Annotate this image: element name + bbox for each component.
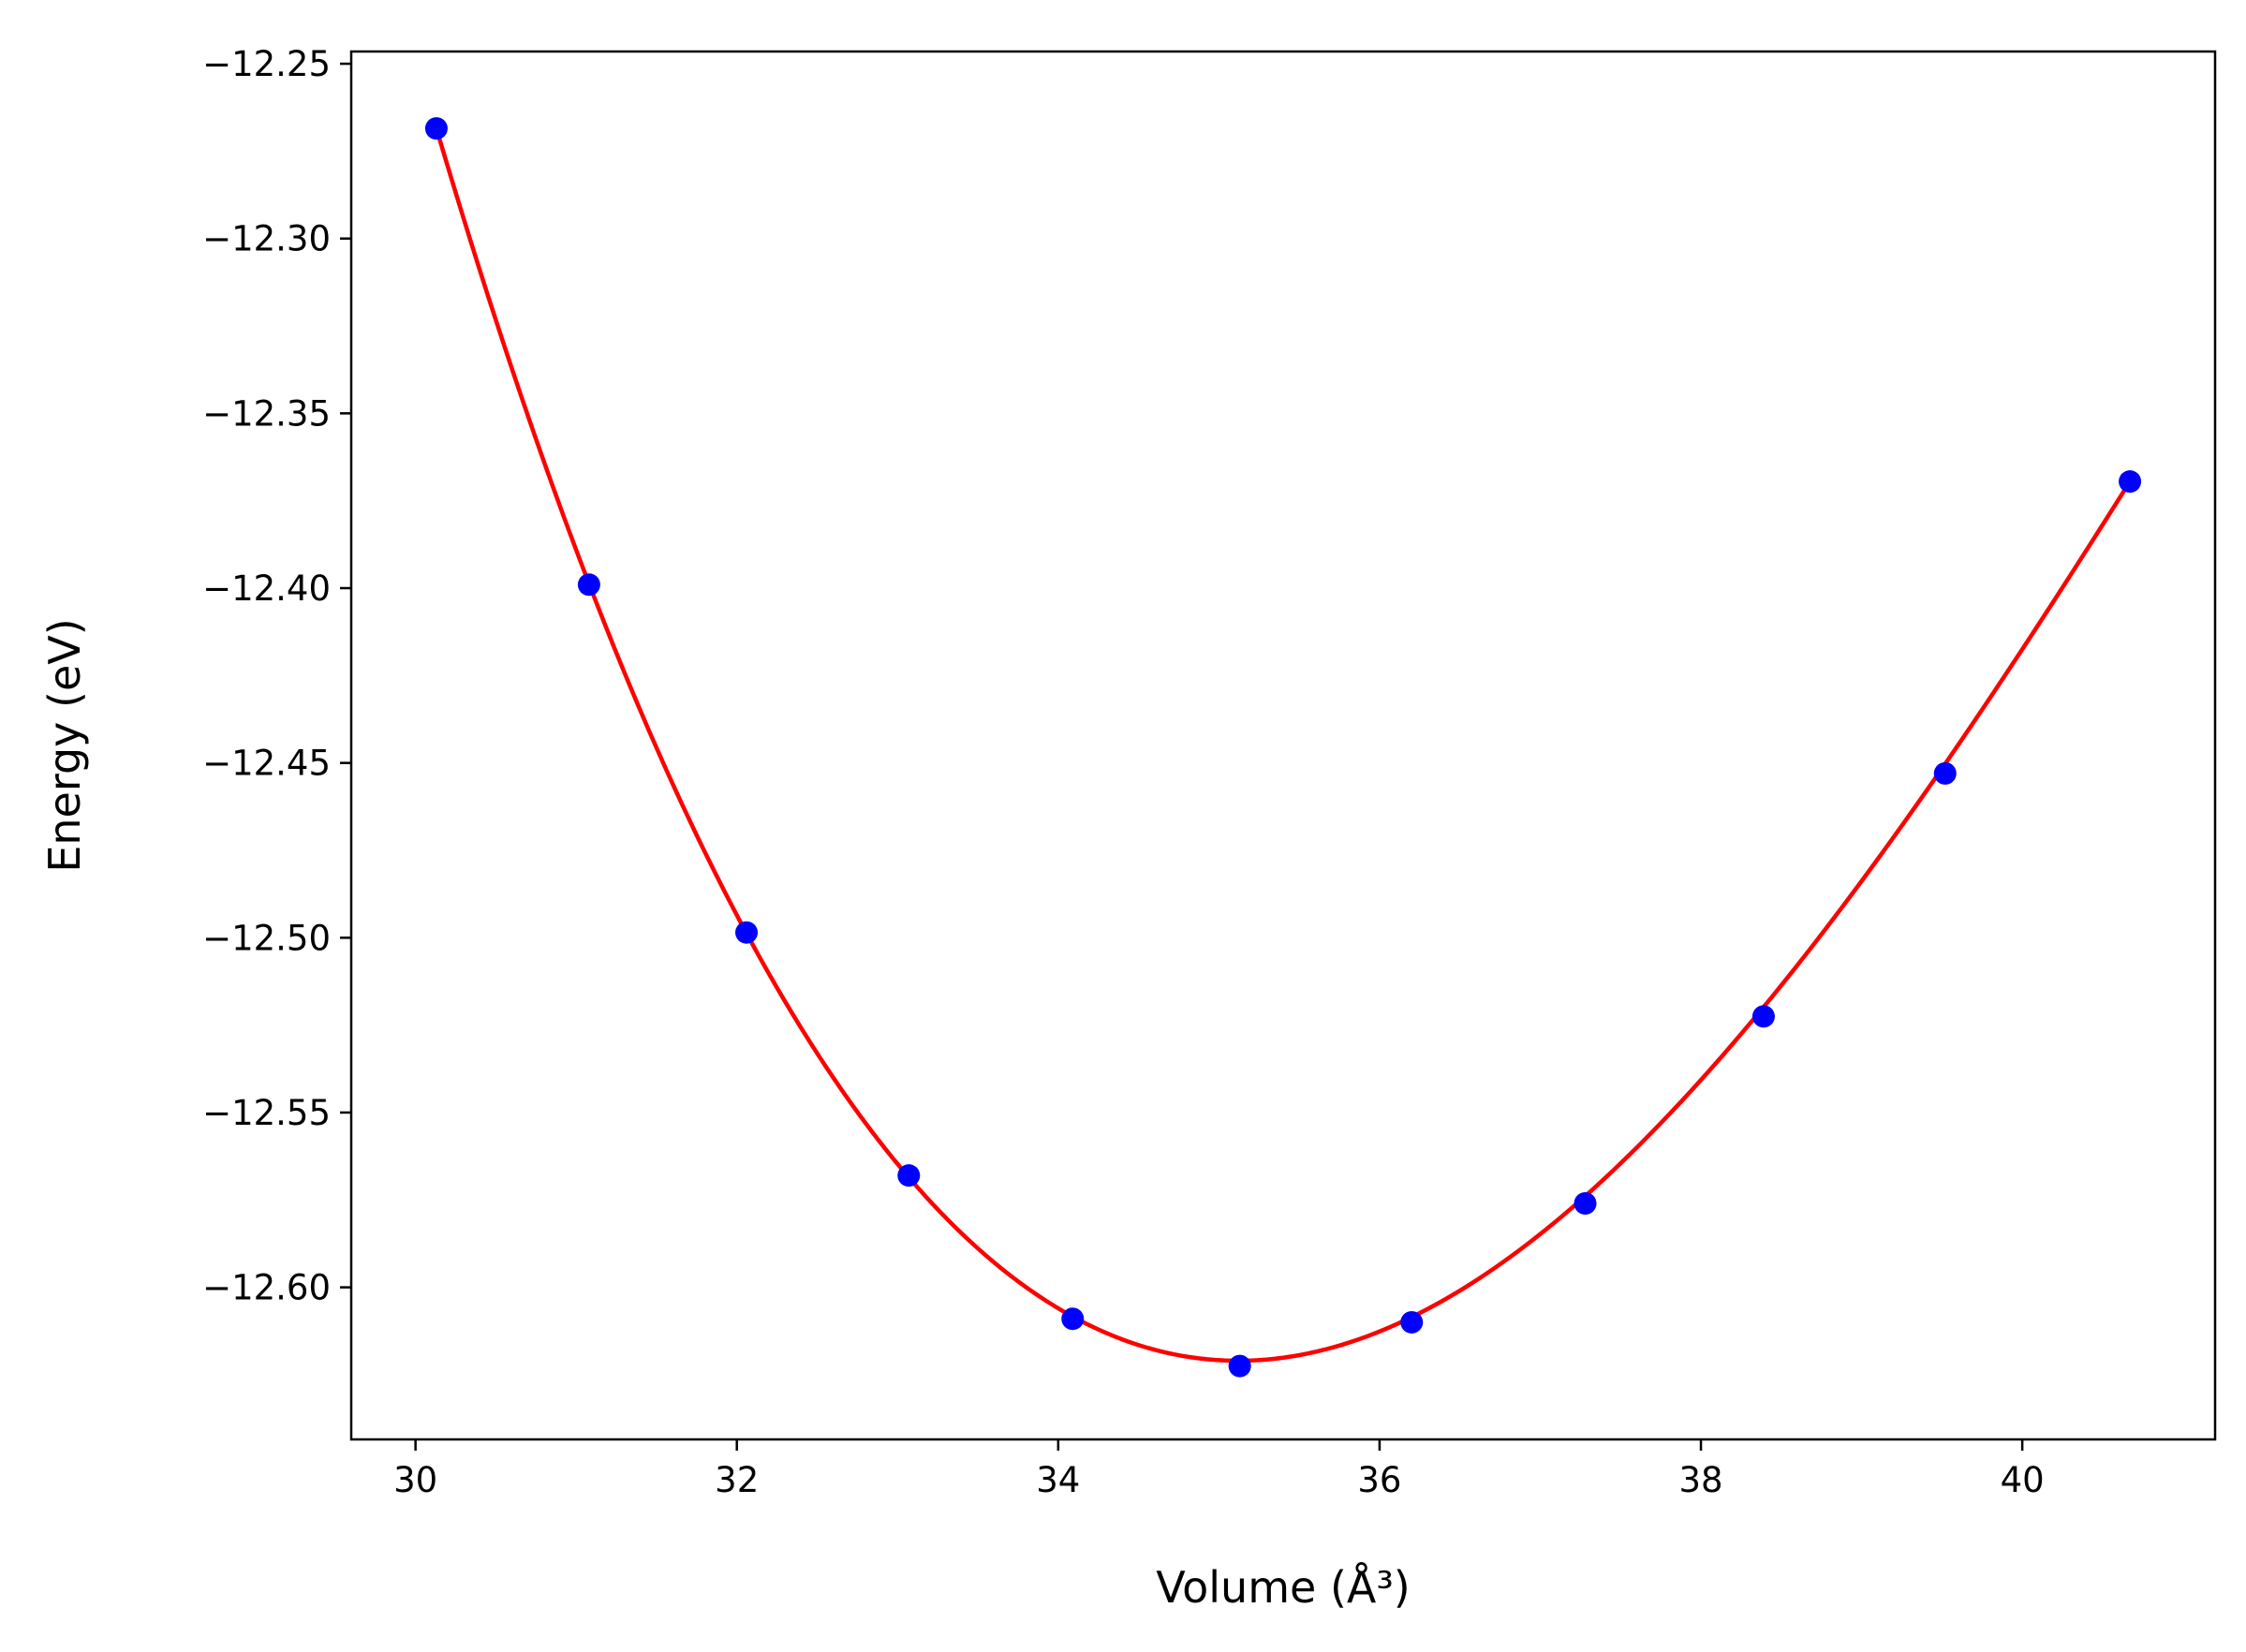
data-point	[897, 1164, 921, 1187]
y-tick-label: −12.40	[202, 568, 331, 609]
x-tick-label: 32	[715, 1460, 759, 1500]
data-points-layer	[424, 117, 2142, 1378]
y-tick-label: −12.45	[202, 744, 331, 784]
x-tick-label: 36	[1357, 1460, 1401, 1500]
data-point	[1751, 1005, 1775, 1028]
data-point	[1061, 1307, 1085, 1331]
data-point	[1228, 1354, 1251, 1378]
data-point	[577, 573, 600, 597]
x-tick-label: 34	[1036, 1460, 1080, 1500]
x-tick-label: 30	[393, 1460, 437, 1500]
fit-curve-layer	[434, 127, 2132, 1364]
y-ticks: −12.25 −12.30 −12.35 −12.40 −12.45 −12.50 −12.…	[202, 44, 351, 1308]
axes-frame	[349, 50, 2217, 1441]
fit-curve-line	[434, 127, 2132, 1364]
y-tick-label: −12.55	[202, 1093, 331, 1133]
x-tick-label: 38	[1678, 1460, 1722, 1500]
y-tick-label: −12.30	[202, 219, 331, 259]
y-tick-label: −12.60	[202, 1268, 331, 1308]
y-tick-label: −12.35	[202, 393, 331, 434]
data-point	[1574, 1192, 1597, 1216]
x-tick-label: 40	[2001, 1460, 2045, 1500]
y-axis-label: Energy (eV)	[39, 618, 90, 872]
data-point	[1933, 761, 1957, 785]
y-tick-label: −12.25	[202, 44, 331, 84]
data-point	[1400, 1310, 1424, 1334]
y-tick-label: −12.50	[202, 918, 331, 958]
data-point	[735, 921, 759, 944]
data-point	[2119, 470, 2142, 494]
x-ticks: 30 32 34 36 38 40	[393, 1439, 2045, 1500]
x-axis-label: Volume (Å³)	[1156, 1562, 1411, 1613]
data-point	[424, 117, 448, 140]
